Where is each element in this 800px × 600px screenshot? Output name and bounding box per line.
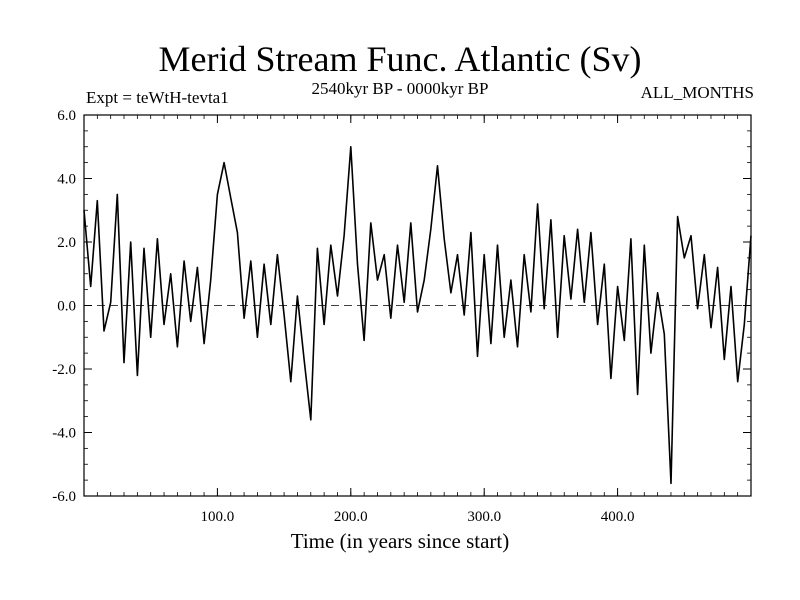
x-tick-label: 100.0 [201,509,235,525]
x-tick-label: 200.0 [334,509,368,525]
y-tick-label: -2.0 [52,362,76,378]
series-line-0 [83,146,752,485]
chart-subtitle: 2540kyr BP - 0000kyr BP [311,79,489,98]
x-tick-label: 400.0 [601,509,635,525]
y-tick-label: 2.0 [57,235,76,251]
period-label: ALL_MONTHS [640,83,754,102]
y-tick-label: 0.0 [57,299,76,315]
y-tick-label: 4.0 [57,172,76,188]
chart-title: Merid Stream Func. Atlantic (Sv) [158,39,642,79]
x-axis-label: Time (in years since start) [290,529,510,553]
y-tick-label: -6.0 [52,489,76,505]
y-tick-label: 6.0 [57,108,76,124]
experiment-label: Expt = teWtH-tevta1 [86,88,229,107]
x-tick-label: 300.0 [467,509,501,525]
y-tick-label: -4.0 [52,426,76,442]
